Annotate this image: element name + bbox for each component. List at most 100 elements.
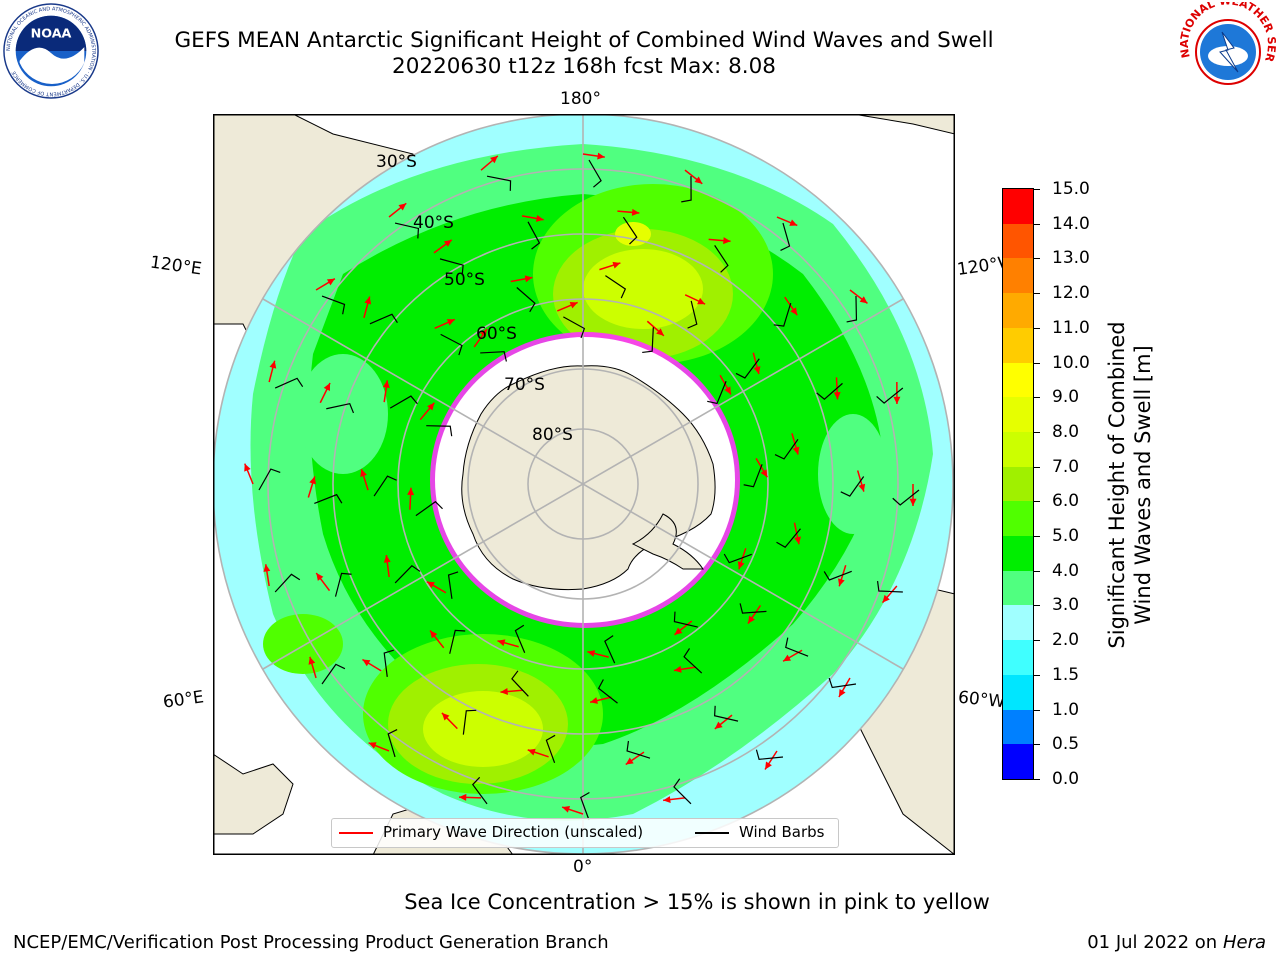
wave-direction-arrowhead [524, 275, 533, 283]
wind-barb [780, 222, 791, 251]
wind-barb [892, 489, 920, 506]
wave-direction-arrowhead [308, 656, 316, 665]
wind-barb [605, 275, 627, 299]
wave-direction-arrowhead [737, 561, 745, 570]
wind-barb [580, 791, 590, 821]
wave-direction-arrowhead [500, 688, 508, 695]
colorbar-tick [1034, 536, 1040, 538]
colorbar-tick-label: 3.0 [1052, 595, 1080, 616]
wind-barb [876, 581, 903, 593]
wind-barb [389, 395, 418, 409]
colorbar-tick [1034, 466, 1040, 468]
wave-direction-arrowhead [674, 627, 683, 635]
wave-direction-arrowhead [783, 654, 792, 662]
wind-barb [369, 313, 398, 325]
wind-barb [527, 221, 541, 250]
colorbar-segment [1003, 604, 1033, 641]
wind-barb [394, 565, 421, 584]
wind-barb [681, 176, 692, 203]
colorbar-tick [1034, 293, 1040, 295]
wave-direction-arrowhead [697, 297, 706, 305]
wave-direction-arrowhead [446, 319, 455, 326]
lon-label-60e: 60°E [161, 687, 206, 713]
wind-barb [683, 648, 703, 674]
colorbar-tick [1034, 223, 1040, 225]
wind-barb [426, 425, 453, 437]
colorbar-segment [1003, 674, 1033, 710]
map-legend: Primary Wave Direction (unscaled) Wind B… [331, 818, 839, 848]
wind-barb [642, 327, 654, 354]
wave-direction-arrowhead [625, 757, 634, 765]
map-subtitle: 20220630 t12z 168h fcst Max: 8.08 [392, 54, 776, 79]
wind-barb [274, 573, 301, 593]
wave-direction-arrowhead [590, 697, 598, 704]
wind-barb [514, 624, 526, 653]
wind-barb [471, 776, 488, 805]
wave-direction-arrowhead [527, 748, 536, 756]
wind-barb [383, 649, 394, 677]
wave-direction-arrowhead [443, 239, 452, 247]
wind-barb [743, 464, 763, 488]
wave-direction-arrowhead [323, 383, 331, 392]
wind-barb [816, 382, 843, 400]
lat-label-70s: 70°S [504, 375, 545, 395]
wave-direction-arrowhead [362, 659, 371, 667]
wave-direction-arrowhead [562, 806, 571, 813]
wind-barb [723, 553, 752, 564]
wave-direction-arrowhead [383, 555, 391, 563]
wave-direction-arrowhead [859, 296, 868, 304]
wave-direction-arrowhead [838, 578, 845, 587]
wave-direction-arrowhead [479, 329, 488, 337]
colorbar-segment [1003, 327, 1033, 363]
wave-direction-arrowhead [753, 366, 761, 375]
wind-barb [440, 333, 463, 356]
wind-barb [626, 740, 651, 759]
colorbar-segment [1003, 709, 1033, 745]
wave-direction-arrowhead [833, 392, 841, 400]
wave-direction-legend-label: Primary Wave Direction (unscaled) [383, 823, 644, 841]
wave-direction-arrowhead [263, 564, 271, 572]
wind-barb [387, 728, 398, 758]
wave-direction-arrowhead [426, 581, 435, 589]
wind-barb [673, 778, 692, 805]
sea-ice-note: Sea Ice Concentration > 15% is shown in … [404, 890, 990, 914]
wind-barb [604, 635, 616, 664]
wave-direction-arrowhead [597, 152, 605, 160]
wind-barb [739, 603, 767, 614]
wave-direction-arrowhead [663, 796, 671, 804]
wave-direction-arrowhead [360, 469, 367, 478]
colorbar-tick [1034, 779, 1040, 780]
wind-barb [516, 287, 536, 313]
wave-direction-arrowhead [459, 793, 467, 801]
wind-barb [776, 528, 801, 548]
wind-barb [462, 709, 477, 735]
colorbar-tick-label: 1.0 [1052, 699, 1080, 720]
wave-direction-arrowhead [893, 396, 901, 405]
wave-direction-arrowhead [309, 476, 316, 485]
colorbar-segment [1003, 396, 1033, 432]
wind-barb [321, 663, 346, 685]
wind-barb [687, 300, 698, 329]
wind-barb [713, 705, 739, 722]
colorbar-tick-label: 0.5 [1052, 734, 1080, 755]
colorbar-tick-label: 1.5 [1052, 664, 1080, 685]
colorbar-tick [1034, 189, 1040, 190]
colorbar-tick-label: 0.0 [1052, 769, 1080, 789]
wave-direction-arrowhead [765, 761, 772, 770]
wind-barb [394, 222, 420, 239]
colorbar-tick [1034, 605, 1040, 607]
colorbar-tick-label: 12.0 [1052, 283, 1090, 304]
colorbar-tick [1034, 744, 1040, 746]
colorbar-title: Significant Height of Combined Wind Wave… [1104, 321, 1157, 648]
wave-direction-arrowhead [497, 639, 506, 647]
wind-barb [447, 571, 459, 599]
wave-direction-arrowhead [794, 536, 801, 545]
wind-barb [840, 476, 865, 497]
svg-text:NOAA: NOAA [31, 26, 72, 41]
wind-barb [823, 570, 852, 581]
colorbar-tick-label: 13.0 [1052, 248, 1090, 269]
lat-label-60s: 60°S [476, 324, 517, 344]
wave-direction-arrowhead [244, 463, 251, 472]
colorbar-tick [1034, 327, 1040, 329]
wind-barb [545, 734, 556, 764]
